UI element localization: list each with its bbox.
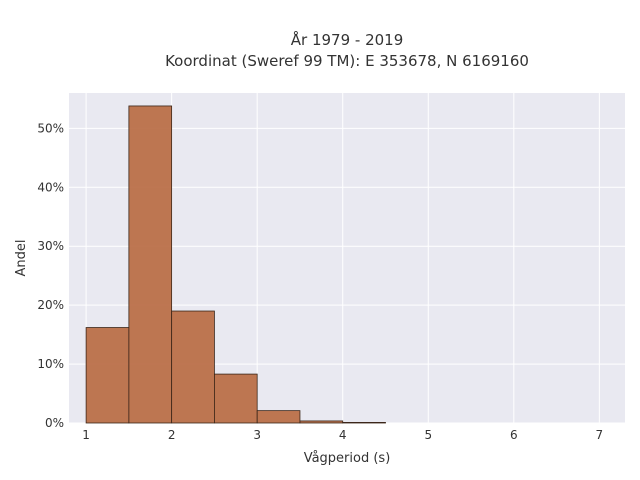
x-tick-label: 2 [168,428,176,442]
histogram-bar [256,410,301,424]
histogram-bars [85,105,386,424]
y-tick-label: 0% [45,416,64,430]
y-tick-label: 20% [37,298,64,312]
y-tick-labels: 0% 10% 20% 30% 40% 50% [37,121,64,430]
histogram-bar [299,420,344,424]
x-axis-title: Vågperiod (s) [304,451,391,466]
histogram-bar [342,422,386,424]
x-tick-label: 5 [424,428,432,442]
histogram-bar [85,327,130,424]
x-tick-label: 4 [339,428,347,442]
chart-title-line-1: År 1979 - 2019 [291,30,404,49]
histogram-bar [128,105,173,424]
chart-title-line-2: Koordinat (Sweref 99 TM): E 353678, N 61… [165,52,529,70]
y-tick-label: 10% [37,357,64,371]
x-tick-label: 3 [253,428,261,442]
y-tick-label: 30% [37,239,64,253]
y-tick-label: 40% [37,180,64,194]
x-tick-labels: 1 2 3 4 5 6 7 [82,428,603,442]
y-axis-title: Andel [14,240,29,277]
histogram-bar [214,373,258,424]
y-tick-label: 50% [37,121,64,135]
histogram-bar [171,310,215,424]
x-tick-label: 1 [82,428,90,442]
x-tick-label: 6 [510,428,518,442]
x-tick-label: 7 [596,428,604,442]
